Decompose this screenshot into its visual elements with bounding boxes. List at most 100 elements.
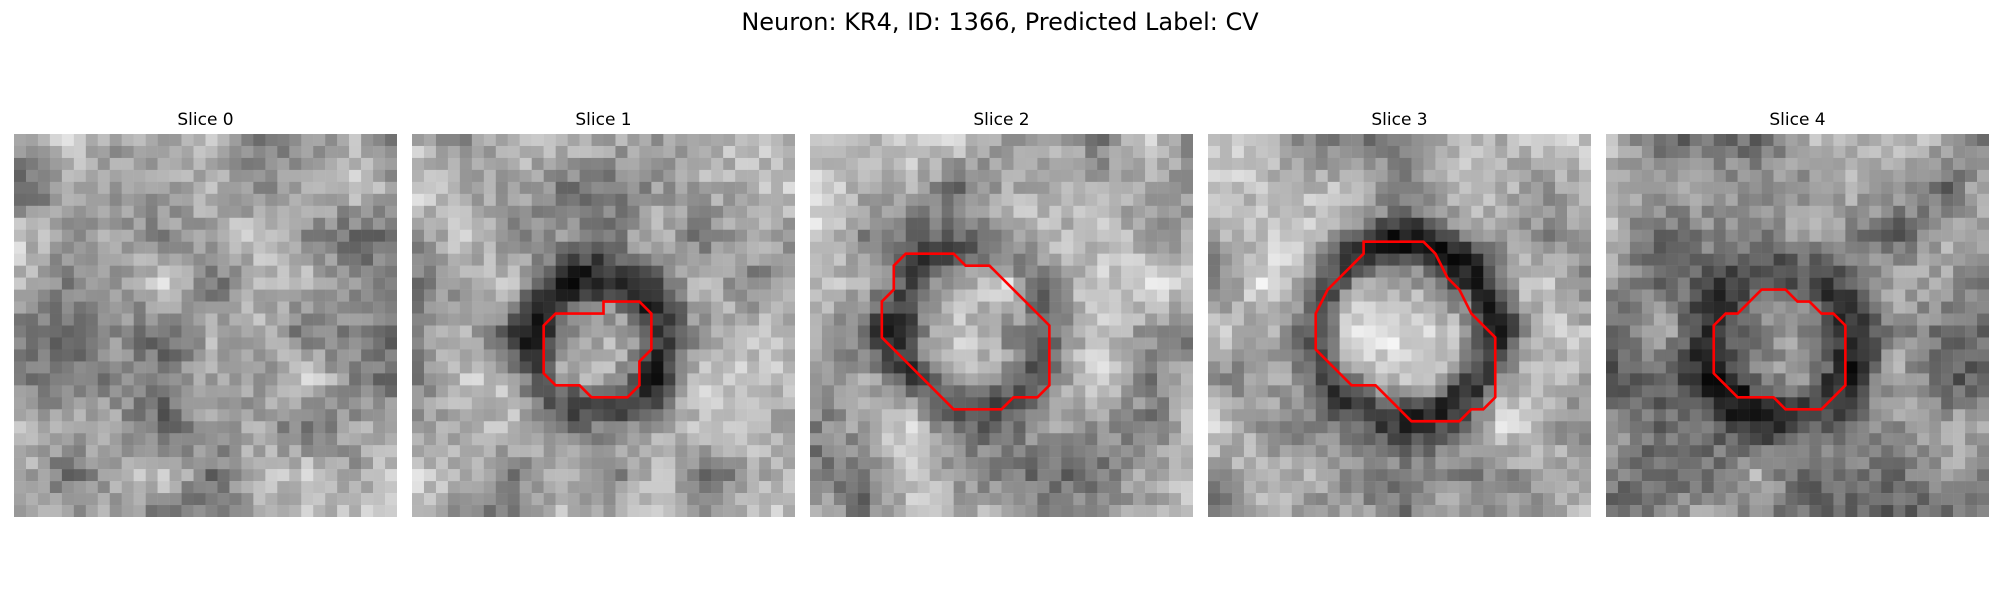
- pixel: [1133, 373, 1146, 386]
- pixel: [14, 325, 27, 338]
- pixel: [229, 397, 242, 410]
- pixel: [1169, 361, 1182, 374]
- pixel: [1941, 217, 1954, 230]
- pixel: [385, 337, 397, 350]
- pixel: [1181, 193, 1193, 207]
- pixel: [1579, 361, 1591, 374]
- pixel: [639, 373, 652, 386]
- pixel: [217, 193, 230, 207]
- pixel: [989, 421, 1002, 434]
- pixel: [109, 433, 122, 446]
- pixel: [735, 313, 748, 326]
- pixel: [1519, 361, 1532, 374]
- pixel: [567, 481, 580, 494]
- pixel: [1208, 505, 1221, 517]
- pixel: [555, 193, 568, 207]
- pixel: [1579, 445, 1591, 458]
- pixel: [423, 134, 437, 147]
- pixel: [97, 229, 110, 242]
- pixel: [1629, 433, 1643, 446]
- pixel: [373, 337, 386, 350]
- pixel: [1025, 205, 1038, 219]
- pixel: [1399, 181, 1412, 195]
- pixel: [1531, 145, 1544, 159]
- pixel: [977, 301, 990, 314]
- pixel: [663, 361, 676, 374]
- pixel: [1315, 457, 1328, 470]
- pixel: [615, 289, 628, 302]
- pixel: [1483, 469, 1496, 482]
- pixel: [1351, 325, 1364, 338]
- pixel: [1606, 134, 1619, 147]
- pixel: [205, 397, 218, 410]
- pixel: [349, 397, 362, 410]
- pixel: [1567, 289, 1580, 302]
- pixel: [723, 277, 736, 290]
- pixel: [675, 457, 688, 470]
- pixel: [555, 409, 568, 422]
- pixel: [1471, 181, 1484, 195]
- pixel: [771, 397, 784, 410]
- pixel: [1169, 277, 1182, 290]
- pixel: [989, 337, 1002, 350]
- pixel: [1761, 421, 1774, 434]
- pixel: [905, 301, 918, 314]
- pixel: [711, 181, 724, 195]
- pixel: [423, 421, 437, 434]
- pixel: [1725, 457, 1738, 470]
- pixel: [1279, 229, 1293, 242]
- pixel: [241, 169, 254, 183]
- pixel: [1869, 145, 1882, 159]
- pixel: [699, 157, 712, 171]
- pixel: [1145, 445, 1158, 458]
- pixel: [1653, 134, 1667, 147]
- pixel: [675, 433, 688, 446]
- pixel: [49, 193, 63, 207]
- pixel: [821, 157, 835, 171]
- pixel: [337, 193, 350, 207]
- pixel: [1447, 169, 1460, 183]
- pixel: [14, 505, 27, 517]
- pixel: [1797, 134, 1810, 147]
- pixel: [1399, 397, 1412, 410]
- pixel: [1665, 193, 1679, 207]
- pixel: [1459, 277, 1472, 290]
- pixel: [579, 205, 592, 219]
- pixel: [385, 349, 397, 362]
- pixel: [1785, 157, 1798, 171]
- pixel: [833, 397, 847, 410]
- pixel: [1653, 241, 1667, 254]
- pixel: [169, 493, 182, 506]
- pixel: [543, 181, 556, 195]
- pixel: [1073, 385, 1086, 398]
- pixel: [1447, 325, 1460, 338]
- pixel: [121, 145, 134, 159]
- pixel: [519, 385, 532, 398]
- pixel: [37, 373, 51, 386]
- pixel: [49, 337, 63, 350]
- pixel: [1121, 217, 1134, 230]
- pixel: [121, 469, 134, 482]
- pixel: [869, 169, 883, 183]
- pixel: [459, 253, 473, 266]
- pixel: [1435, 361, 1448, 374]
- pixel: [555, 157, 568, 171]
- pixel: [1255, 205, 1269, 219]
- pixel: [977, 361, 990, 374]
- pixel: [301, 457, 314, 470]
- pixel: [1857, 157, 1870, 171]
- pixel: [1001, 134, 1014, 147]
- pixel: [1495, 289, 1508, 302]
- pixel: [169, 481, 182, 494]
- pixel: [1965, 169, 1978, 183]
- pixel: [73, 157, 87, 171]
- pixel: [25, 481, 39, 494]
- pixel: [1773, 181, 1786, 195]
- pixel: [603, 385, 616, 398]
- pixel: [893, 493, 906, 506]
- pixel: [253, 229, 266, 242]
- pixel: [217, 157, 230, 171]
- pixel: [1797, 409, 1810, 422]
- pixel: [1447, 445, 1460, 458]
- pixel: [1606, 457, 1619, 470]
